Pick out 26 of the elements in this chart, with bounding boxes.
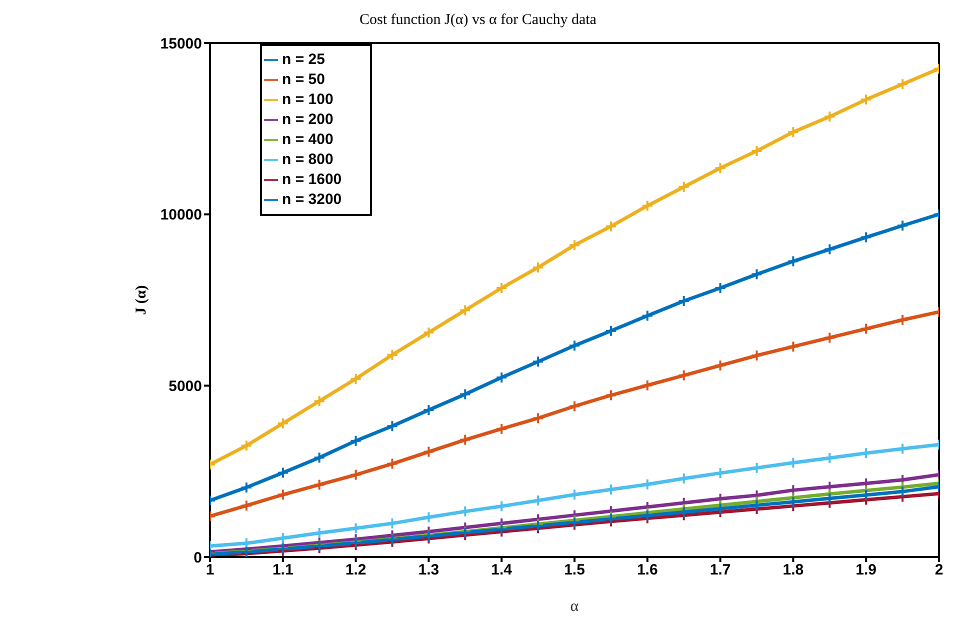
legend-label: n = 400 bbox=[282, 131, 334, 148]
x-tick-label: 1.8 bbox=[782, 562, 804, 579]
x-tick-label: 1.9 bbox=[856, 562, 877, 579]
x-tick-label: 1.3 bbox=[418, 562, 440, 579]
x-axis-title: α bbox=[570, 598, 580, 615]
y-tick-label: 0 bbox=[194, 549, 202, 566]
y-tick-label: 5000 bbox=[168, 378, 202, 395]
legend-label: n = 25 bbox=[282, 51, 325, 68]
x-tick-label: 1.7 bbox=[710, 562, 731, 579]
y-tick-label: 10000 bbox=[160, 206, 202, 224]
legend-label: n = 200 bbox=[282, 111, 334, 128]
legend-label: n = 3200 bbox=[282, 191, 342, 208]
x-tick-label: 1.1 bbox=[272, 562, 294, 579]
y-axis-title: J (α) bbox=[133, 285, 150, 315]
x-tick-label: 1.4 bbox=[491, 562, 513, 579]
x-tick-label: 1 bbox=[206, 562, 214, 579]
x-tick-label: 2 bbox=[934, 562, 944, 579]
x-tick-label: 1.2 bbox=[345, 562, 366, 579]
legend-label: n = 1600 bbox=[282, 171, 342, 188]
x-tick-label: 1.5 bbox=[564, 562, 585, 579]
legend-label: n = 100 bbox=[282, 91, 334, 108]
chart-title: Cost function J(α) vs α for Cauchy data bbox=[358, 11, 598, 30]
y-tick-label: 15000 bbox=[160, 35, 202, 52]
legend-label: n = 50 bbox=[282, 71, 325, 88]
legend-label: n = 800 bbox=[282, 151, 334, 168]
x-tick-label: 1.6 bbox=[636, 562, 658, 579]
